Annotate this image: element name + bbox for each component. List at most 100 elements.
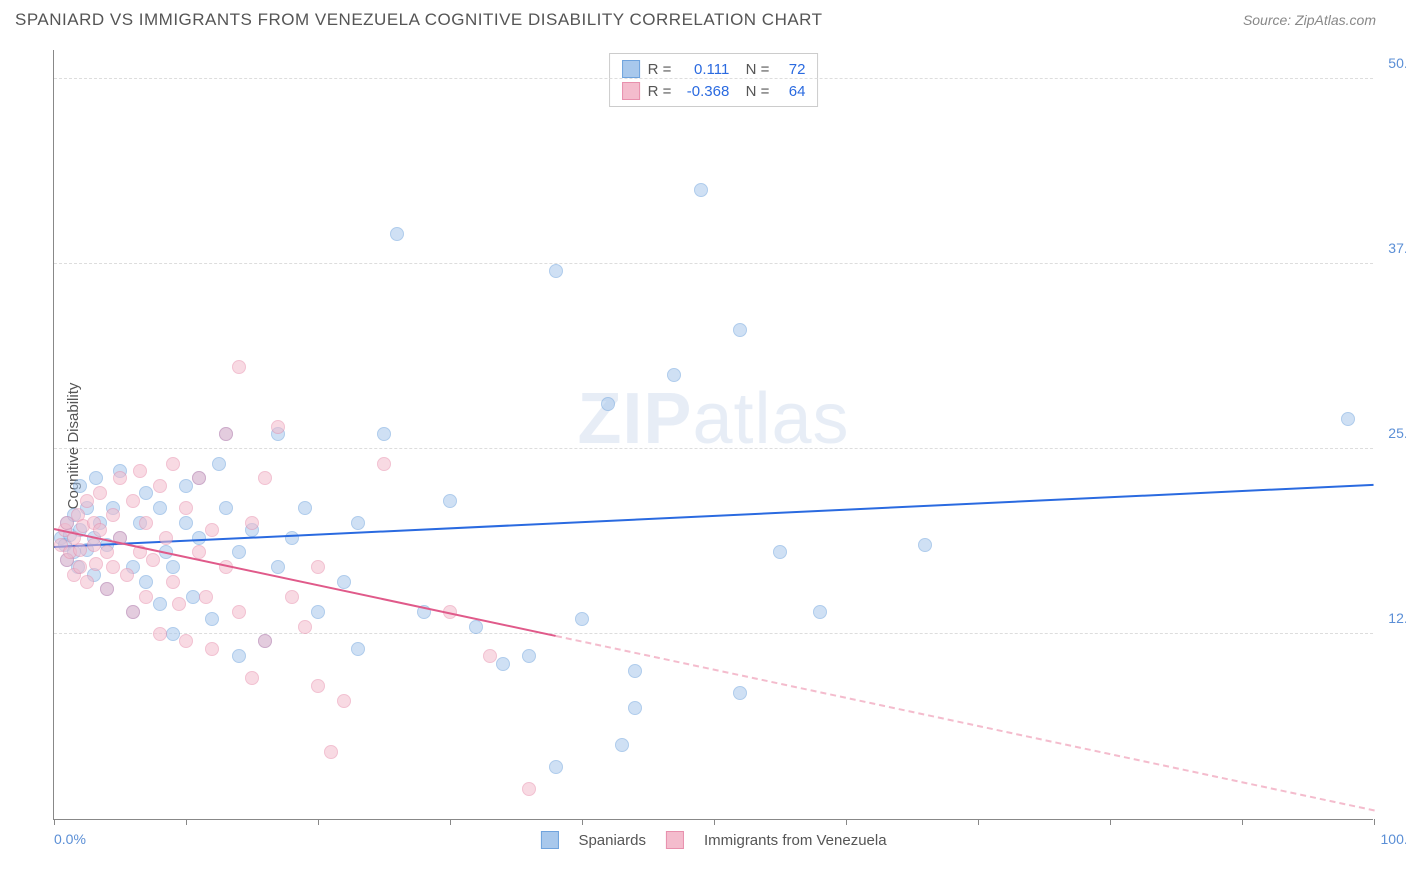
data-point — [258, 471, 272, 485]
data-point — [133, 464, 147, 478]
gridline — [54, 78, 1373, 79]
trend-line — [555, 635, 1374, 811]
data-point — [773, 545, 787, 559]
data-point — [139, 590, 153, 604]
legend-label: Spaniards — [578, 832, 646, 849]
data-point — [311, 560, 325, 574]
data-point — [106, 560, 120, 574]
source-credit: Source: ZipAtlas.com — [1243, 12, 1376, 28]
data-point — [733, 686, 747, 700]
data-point — [1341, 412, 1355, 426]
data-point — [73, 560, 87, 574]
y-tick-label: 37.5% — [1388, 240, 1406, 256]
data-point — [192, 531, 206, 545]
data-point — [146, 553, 160, 567]
data-point — [113, 471, 127, 485]
stats-row: R = -0.368 N = 64 — [622, 80, 806, 102]
data-point — [166, 575, 180, 589]
data-point — [245, 516, 259, 530]
y-tick-label: 50.0% — [1388, 55, 1406, 71]
x-axis-min-label: 0.0% — [54, 831, 86, 847]
data-point — [126, 494, 140, 508]
data-point — [100, 545, 114, 559]
legend-swatch — [540, 831, 558, 849]
chart-title: SPANIARD VS IMMIGRANTS FROM VENEZUELA CO… — [15, 10, 823, 30]
x-tick — [1374, 819, 1375, 825]
data-point — [324, 745, 338, 759]
data-point — [377, 427, 391, 441]
data-point — [918, 538, 932, 552]
data-point — [73, 479, 87, 493]
n-value: 64 — [777, 83, 805, 100]
data-point — [139, 516, 153, 530]
x-tick — [978, 819, 979, 825]
data-point — [549, 760, 563, 774]
x-tick — [318, 819, 319, 825]
data-point — [166, 560, 180, 574]
data-point — [89, 557, 103, 571]
data-point — [232, 545, 246, 559]
data-point — [337, 575, 351, 589]
data-point — [311, 679, 325, 693]
data-point — [337, 694, 351, 708]
data-point — [271, 420, 285, 434]
n-label: N = — [737, 61, 769, 78]
data-point — [166, 627, 180, 641]
gridline — [54, 263, 1373, 264]
gridline — [54, 633, 1373, 634]
data-point — [232, 649, 246, 663]
data-point — [153, 501, 167, 515]
correlation-stats-box: R =0.111 N =72R =-0.368 N =64 — [609, 53, 819, 107]
data-point — [179, 634, 193, 648]
x-tick — [846, 819, 847, 825]
r-label: R = — [648, 61, 672, 78]
data-point — [205, 612, 219, 626]
x-tick — [582, 819, 583, 825]
data-point — [186, 590, 200, 604]
data-point — [100, 582, 114, 596]
data-point — [443, 494, 457, 508]
data-point — [153, 627, 167, 641]
data-point — [212, 457, 226, 471]
n-label: N = — [737, 83, 769, 100]
series-legend: Spaniards Immigrants from Venezuela — [540, 831, 886, 849]
data-point — [285, 590, 299, 604]
r-value: -0.368 — [679, 83, 729, 100]
data-point — [120, 568, 134, 582]
data-point — [159, 531, 173, 545]
data-point — [139, 486, 153, 500]
data-point — [219, 501, 233, 515]
data-point — [93, 523, 107, 537]
data-point — [298, 620, 312, 634]
x-tick — [1110, 819, 1111, 825]
data-point — [153, 597, 167, 611]
gridline — [54, 448, 1373, 449]
data-point — [153, 479, 167, 493]
series-swatch — [622, 60, 640, 78]
data-point — [106, 508, 120, 522]
legend-label: Immigrants from Venezuela — [704, 832, 887, 849]
data-point — [245, 671, 259, 685]
data-point — [390, 227, 404, 241]
data-point — [351, 642, 365, 656]
data-point — [628, 701, 642, 715]
data-point — [813, 605, 827, 619]
data-point — [298, 501, 312, 515]
x-tick — [714, 819, 715, 825]
data-point — [615, 738, 629, 752]
data-point — [87, 538, 101, 552]
r-label: R = — [648, 83, 672, 100]
data-point — [126, 605, 140, 619]
data-point — [205, 642, 219, 656]
data-point — [73, 543, 87, 557]
data-point — [232, 605, 246, 619]
data-point — [285, 531, 299, 545]
x-tick — [1242, 819, 1243, 825]
data-point — [232, 360, 246, 374]
data-point — [377, 457, 391, 471]
legend-swatch — [666, 831, 684, 849]
data-point — [733, 323, 747, 337]
data-point — [522, 649, 536, 663]
data-point — [192, 471, 206, 485]
data-point — [549, 264, 563, 278]
